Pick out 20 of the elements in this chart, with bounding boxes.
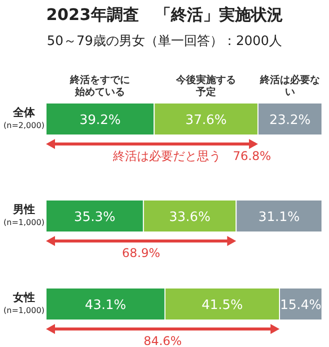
data-label: 33.6% (169, 210, 210, 225)
series-label: 終活は必要ない (258, 74, 320, 98)
series-label: 今後実施する予定 (175, 74, 236, 98)
chart-title: 2023年調査 「終活」実施状況 (46, 5, 283, 24)
annotation: 終活は必要だと思う 76.8% (112, 149, 272, 163)
data-label: 23.2% (269, 113, 311, 128)
y-tick-label: 女性 (n=1,000) (4, 291, 44, 315)
y-tick-label: 全体 (n=2,000) (4, 106, 44, 130)
chart-subtitle: 50～79歳の男女（単一回答）：2000人 (46, 34, 282, 49)
data-label: 43.1% (84, 298, 126, 313)
series-label: 終活をすでに始めている (69, 74, 130, 98)
y-tick-label: 男性 (n=1,000) (4, 203, 44, 227)
annotation: 84.6% (144, 334, 182, 347)
annotation: 68.9% (122, 246, 160, 260)
data-label: 35.3% (74, 210, 116, 225)
data-label: 39.2% (79, 113, 121, 128)
data-label: 37.6% (185, 113, 227, 128)
data-label: 31.1% (258, 210, 300, 225)
data-label: 41.5% (202, 298, 243, 313)
data-label: 15.4% (280, 298, 322, 313)
